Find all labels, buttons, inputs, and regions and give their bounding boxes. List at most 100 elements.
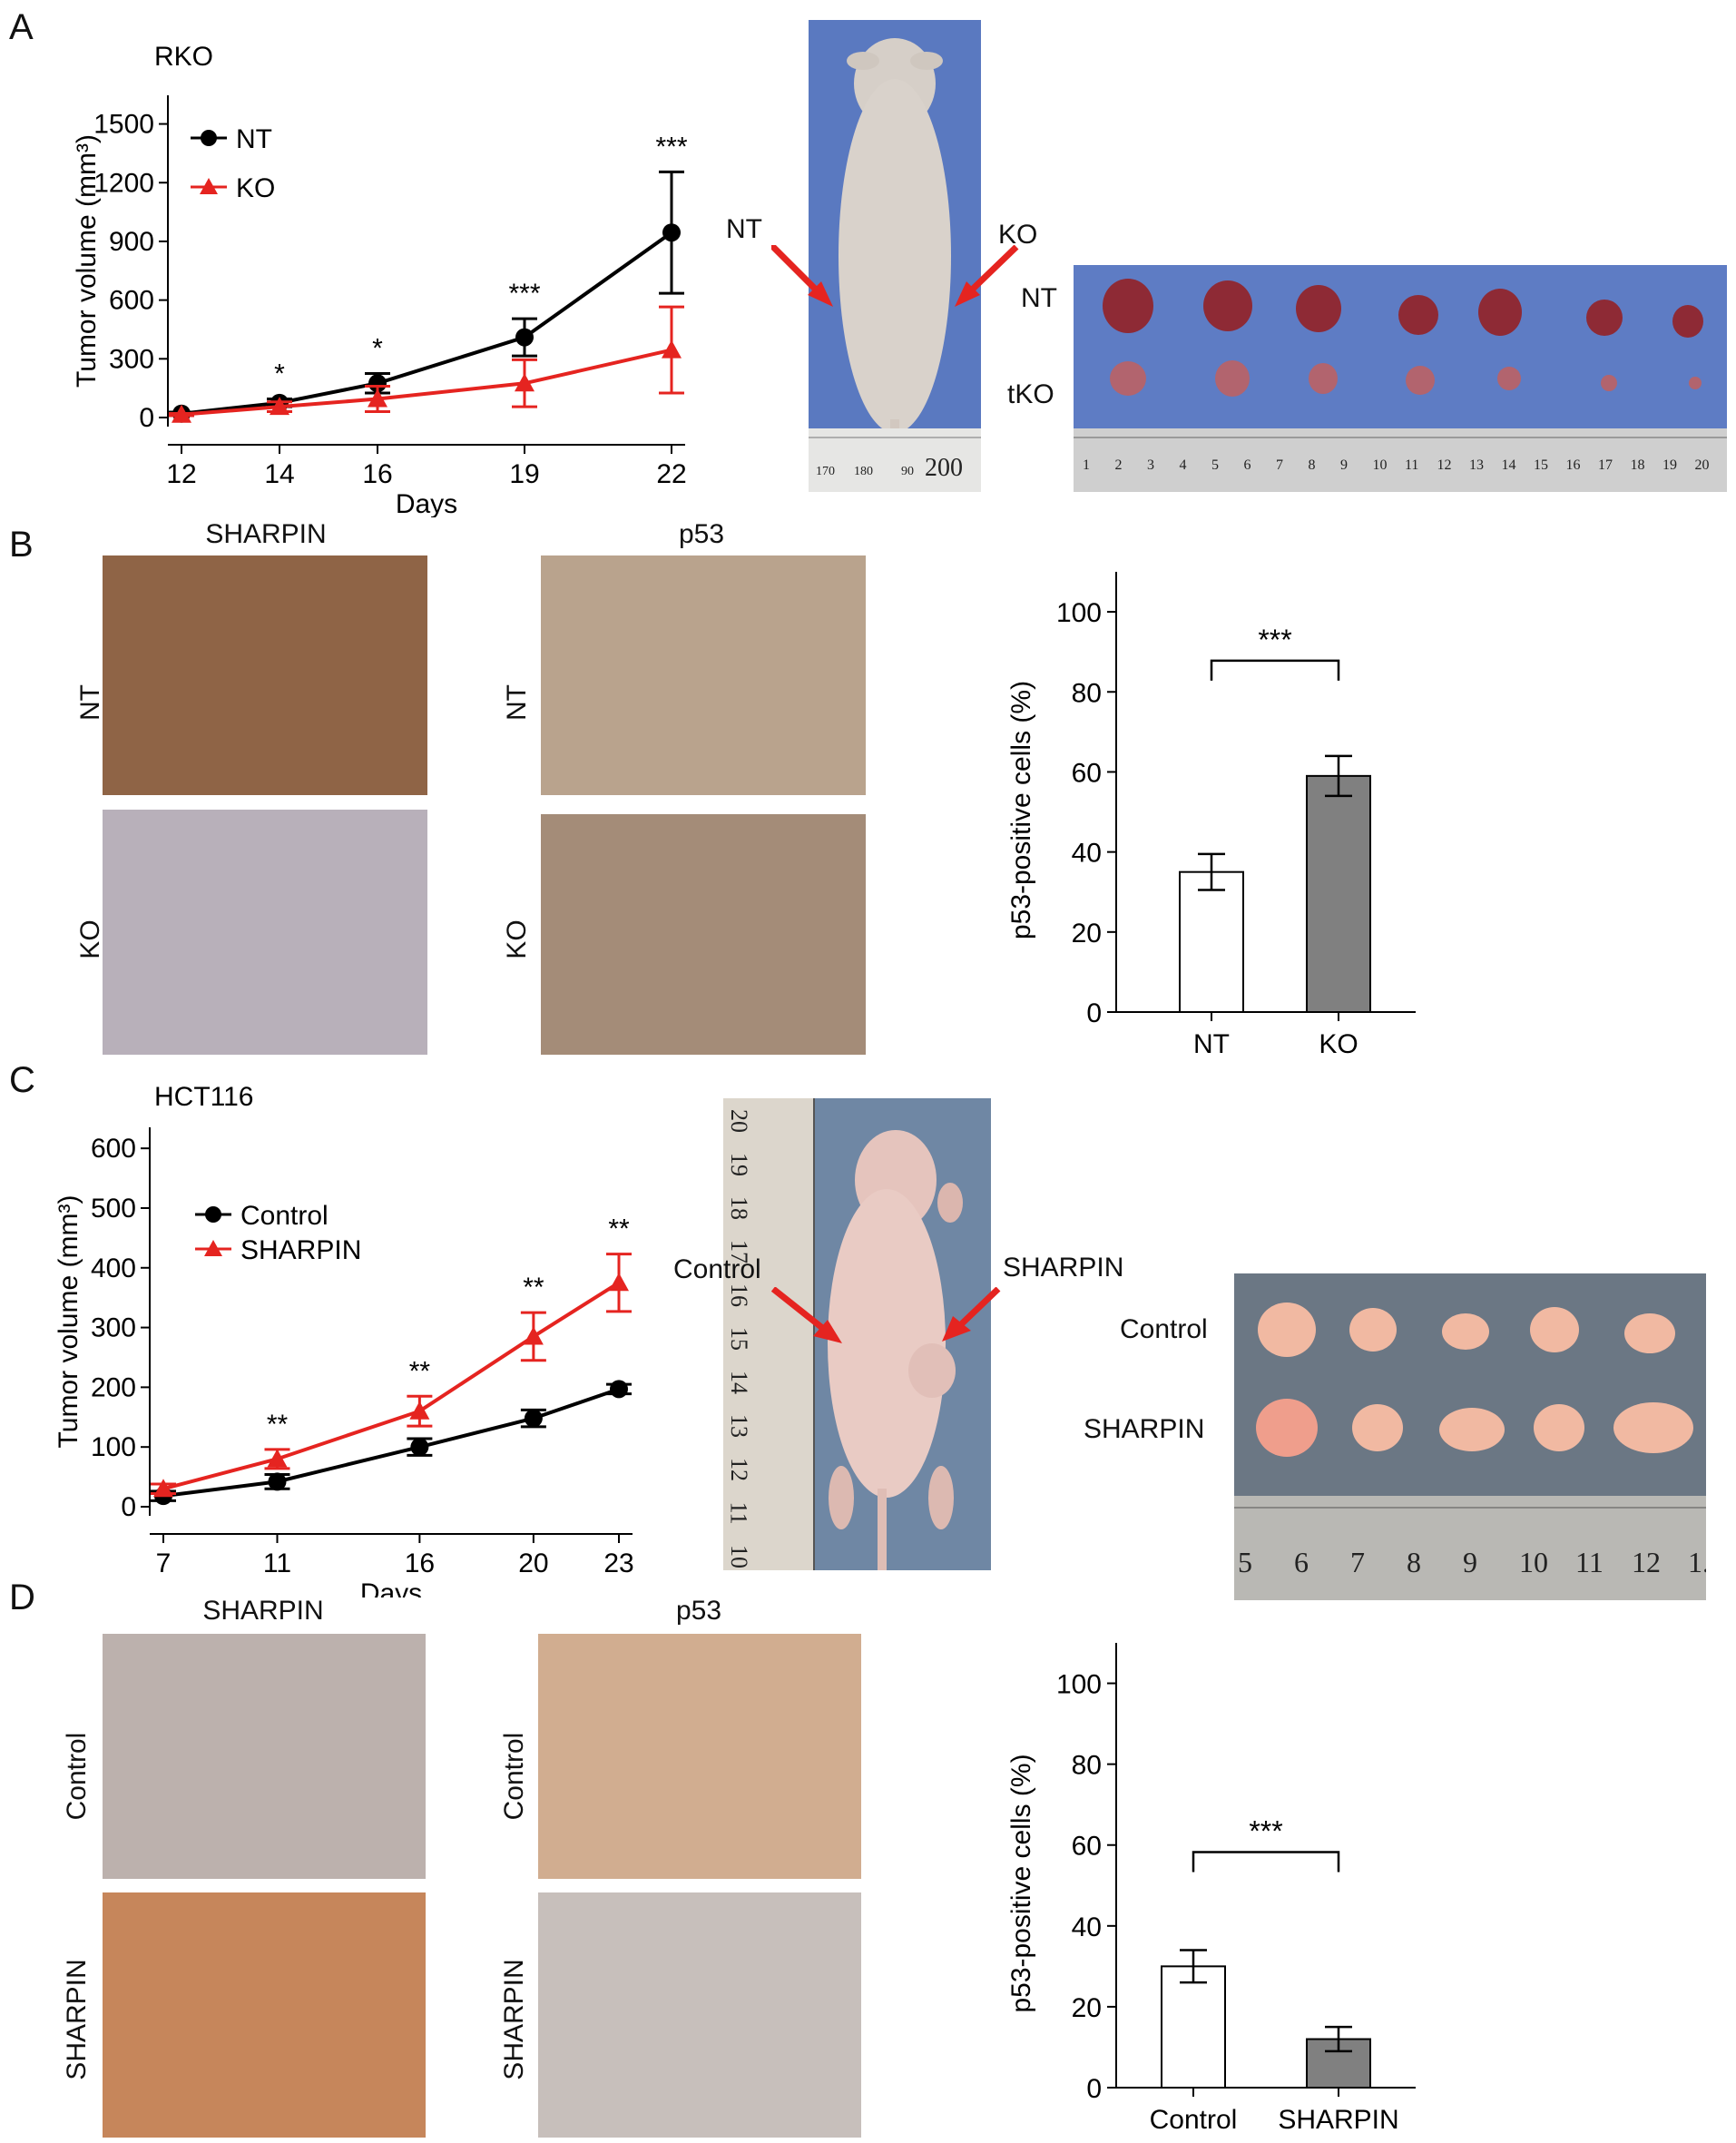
ruler-number: 4 [1179, 457, 1187, 473]
arrows-rko [771, 245, 1019, 307]
ruler-number: 14 [726, 1371, 752, 1394]
arrow-head-icon [808, 281, 833, 307]
data-point [368, 388, 387, 408]
bar [1161, 1965, 1226, 2089]
data-point [524, 1409, 543, 1428]
y-tick-label: 1500 [93, 110, 154, 140]
panel-letter-a: A [9, 7, 34, 47]
legend-label: Control [240, 1201, 329, 1231]
y-axis-label: Tumor volume (mm³) [54, 1195, 83, 1449]
x-tick-label: 14 [264, 459, 294, 489]
x-tick-label: Control [1150, 2105, 1238, 2135]
ruler-number: 12 [1632, 1546, 1661, 1578]
ruler-number: 11 [1405, 457, 1419, 473]
significance-marker: * [274, 359, 285, 389]
data-point [270, 397, 289, 416]
legend-marker [201, 130, 217, 146]
y-tick-label: 0 [121, 1492, 136, 1522]
ihc-image-p53-ko [541, 814, 866, 1055]
y-tick-label: 300 [91, 1313, 136, 1343]
ruler-number: 7 [1276, 457, 1283, 473]
ihc-row-label-control: Control [62, 1732, 92, 1821]
x-tick-label: 16 [405, 1548, 435, 1578]
ruler-number: 13 [1469, 457, 1484, 473]
ihc-row-label-control: Control [499, 1732, 529, 1821]
data-point [410, 1438, 429, 1457]
legend-label: NT [236, 124, 272, 154]
ruler-number: 10 [726, 1545, 752, 1568]
ihc-row-label-sharpin: SHARPIN [62, 1959, 92, 2080]
y-tick-label: 80 [1072, 1751, 1102, 1781]
significance-marker: *** [1249, 1815, 1282, 1848]
ruler-number: 2 [1114, 457, 1123, 473]
y-tick-label: 500 [91, 1194, 136, 1224]
significance-marker: ** [267, 1410, 289, 1440]
y-tick-label: 400 [91, 1253, 136, 1283]
chart-title: HCT116 [154, 1082, 253, 1112]
data-point [409, 1401, 430, 1420]
panel-letter-c: C [9, 1060, 35, 1100]
y-tick-label: 100 [91, 1432, 136, 1462]
ruler-number: 3 [1147, 457, 1154, 473]
tumor-row-label-sharpin: SHARPIN [1084, 1414, 1205, 1444]
ihc-image-sharpin-nt [103, 555, 427, 795]
legend-marker [200, 178, 218, 194]
ruler-number: 6 [1243, 457, 1251, 473]
ihc-row-label-ko: KO [75, 919, 105, 959]
chart-title: RKO [154, 42, 213, 72]
significance-marker: ** [608, 1214, 630, 1244]
bar [1306, 774, 1371, 1013]
significance-marker: * [372, 333, 383, 363]
ruler-number: 16 [1565, 457, 1581, 473]
significance-marker: ** [523, 1273, 544, 1303]
tumor-volume-line-chart-rko: 0 300 600 900 1200 1500 12 14 16 19 22 Days Tumor vo… [72, 42, 688, 517]
legend-label: KO [236, 173, 275, 203]
x-axis-label: Days [360, 1578, 422, 1597]
arrows-hct116 [771, 1287, 1001, 1343]
x-tick-label: 16 [362, 459, 392, 489]
y-tick-label: 1200 [93, 168, 154, 198]
ruler-number: 10 [1519, 1546, 1548, 1578]
significance-bracket [1210, 659, 1340, 681]
ihc-column-title-p53: p53 [675, 1596, 722, 1626]
x-tick-label: 20 [518, 1548, 548, 1578]
y-axis-label: Tumor volume (mm³) [72, 134, 102, 388]
ruler-number: 7 [1350, 1546, 1365, 1578]
tumors-illustration [1074, 279, 1727, 492]
ruler-number: 6 [1294, 1546, 1309, 1578]
series-line-control [162, 1387, 620, 1499]
ruler-number: 20 [726, 1109, 752, 1133]
ruler-number: 17 [1598, 457, 1613, 473]
tumor-row-label-nt: NT [1021, 283, 1057, 313]
ruler-scale: 1 2 3 4 5 6 7 8 9 10 11 12 13 14 15 16 17 18 19 20 [1074, 457, 1727, 485]
ruler-number: 1. [1688, 1546, 1706, 1578]
ruler-number: 11 [725, 1501, 752, 1525]
tumor-photo-hct116: 5 6 7 8 9 10 11 12 1. [1234, 1273, 1706, 1600]
y-tick-label: 60 [1072, 758, 1102, 788]
ruler-number: 11 [1575, 1546, 1604, 1578]
mouse-photo-hct116: 20 19 18 17 16 15 14 13 12 11 10 [723, 1098, 991, 1570]
x-tick-label: NT [1193, 1029, 1230, 1059]
panel-letter-b: B [9, 525, 34, 565]
arrow-label-sharpin: SHARPIN [1003, 1253, 1124, 1283]
data-point [267, 1449, 288, 1468]
bar [1179, 870, 1244, 1013]
x-tick-label: 12 [166, 459, 196, 489]
ihc-column-title-p53: p53 [678, 519, 725, 549]
y-tick-label: 200 [91, 1372, 136, 1402]
arrow-head-icon [955, 281, 980, 307]
mouse-photo-rko: 170 180 90 200 [809, 20, 981, 492]
data-point [662, 223, 681, 242]
ruler-number: 12 [1437, 457, 1452, 473]
tumor-volume-line-chart-hct116: 0 100 200 300 400 500 600 7 11 16 20 23 Days Tumor vo… [54, 1082, 634, 1597]
significance-bracket [1192, 1851, 1340, 1873]
ruler-scale: 5 6 7 8 9 10 11 12 1. [1234, 1546, 1706, 1582]
ihc-image-sharpin-sharpin [103, 1892, 426, 2138]
p53-positive-bar-chart-rko: 0 20 40 60 80 100 p53-positive cells (%) NT KO **… [1006, 572, 1416, 1059]
arrow-label-ko: KO [998, 220, 1038, 250]
data-point [609, 1273, 629, 1292]
data-point [610, 1380, 628, 1399]
y-tick-label: 300 [109, 344, 154, 374]
data-point [662, 339, 682, 359]
ruler-number: 18 [1630, 457, 1645, 473]
